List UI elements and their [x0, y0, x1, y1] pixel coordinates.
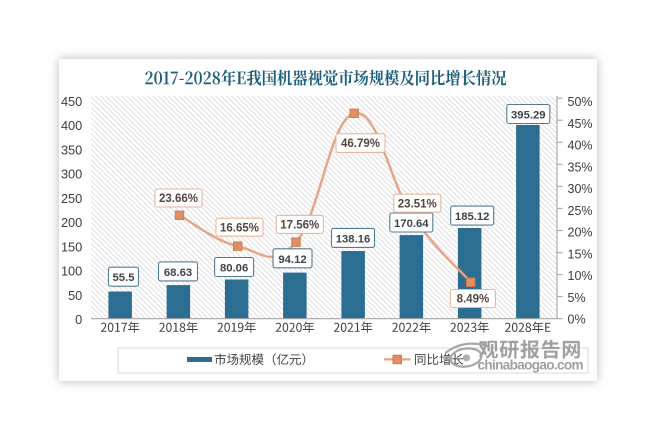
svg-text:170.64: 170.64: [394, 218, 429, 230]
svg-text:395.29: 395.29: [511, 110, 546, 122]
svg-text:68.63: 68.63: [164, 267, 192, 279]
svg-text:40%: 40%: [568, 139, 593, 153]
svg-text:450: 450: [61, 94, 82, 109]
svg-text:50%: 50%: [568, 95, 593, 109]
svg-text:55.5: 55.5: [113, 272, 135, 284]
svg-text:80.06: 80.06: [220, 263, 248, 275]
svg-text:250: 250: [61, 191, 82, 206]
svg-text:185.12: 185.12: [455, 211, 490, 223]
svg-text:8.49%: 8.49%: [457, 294, 490, 306]
svg-text:15%: 15%: [568, 247, 593, 261]
svg-text:0%: 0%: [568, 313, 586, 327]
svg-text:10%: 10%: [568, 269, 593, 283]
svg-text:400: 400: [61, 118, 82, 133]
svg-text:350: 350: [61, 142, 82, 157]
svg-text:0: 0: [75, 312, 82, 327]
svg-text:46.79%: 46.79%: [341, 138, 380, 150]
svg-text:45%: 45%: [568, 117, 593, 131]
svg-text:17.56%: 17.56%: [280, 220, 319, 232]
svg-text:25%: 25%: [568, 204, 593, 218]
svg-text:200: 200: [61, 215, 82, 230]
svg-text:50: 50: [68, 288, 82, 303]
svg-text:23.51%: 23.51%: [398, 198, 437, 210]
svg-text:30%: 30%: [568, 182, 593, 196]
svg-text:300: 300: [61, 167, 82, 182]
svg-text:23.66%: 23.66%: [159, 193, 198, 205]
svg-text:150: 150: [61, 239, 82, 254]
svg-text:20%: 20%: [568, 226, 593, 240]
svg-text:chinabaogao.com: chinabaogao.com: [478, 358, 584, 373]
svg-text:138.16: 138.16: [336, 233, 371, 245]
svg-text:100: 100: [61, 264, 82, 279]
svg-text:35%: 35%: [568, 160, 593, 174]
svg-text:94.12: 94.12: [278, 254, 306, 266]
svg-text:5%: 5%: [568, 291, 586, 305]
svg-text:16.65%: 16.65%: [220, 222, 259, 234]
